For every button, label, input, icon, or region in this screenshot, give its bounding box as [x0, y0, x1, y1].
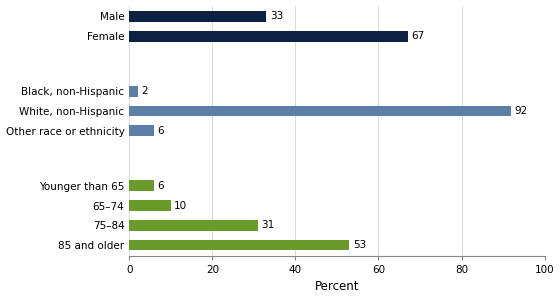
X-axis label: Percent: Percent: [315, 280, 359, 293]
Bar: [129, 181, 154, 191]
Bar: [129, 31, 408, 42]
Text: 53: 53: [353, 240, 366, 250]
Text: 92: 92: [515, 106, 528, 116]
Bar: [129, 220, 258, 231]
Text: 10: 10: [174, 201, 187, 210]
Bar: [129, 200, 171, 211]
Text: 31: 31: [262, 220, 274, 230]
Bar: [129, 86, 138, 97]
Text: 6: 6: [157, 181, 164, 191]
Bar: [129, 106, 511, 116]
Bar: [129, 11, 267, 22]
Text: 6: 6: [157, 126, 164, 136]
Text: 33: 33: [270, 11, 283, 22]
Bar: [129, 239, 349, 251]
Bar: [129, 125, 154, 136]
Text: 67: 67: [411, 31, 424, 41]
Text: 2: 2: [141, 86, 147, 96]
